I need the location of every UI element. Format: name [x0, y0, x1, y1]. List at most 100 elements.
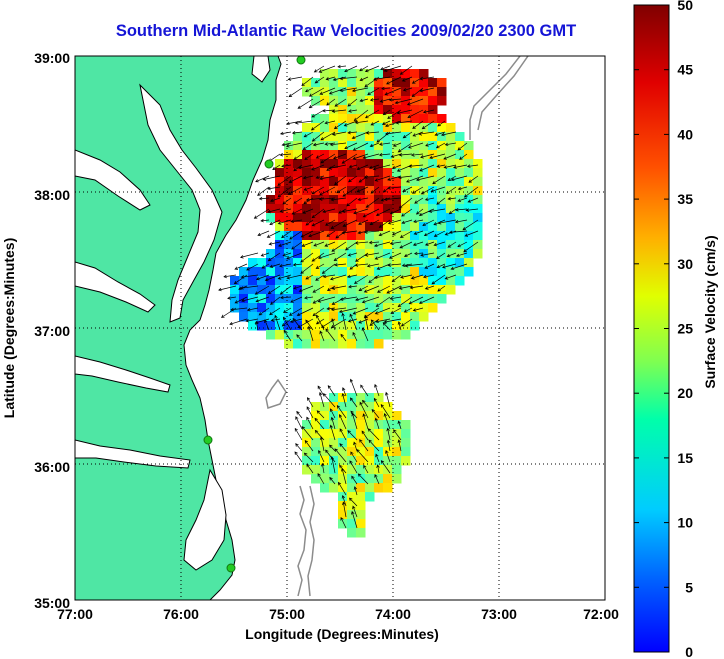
- current-vector: [306, 406, 314, 419]
- current-vector: [310, 120, 325, 131]
- current-vector: [378, 142, 391, 146]
- velocity-cell: [365, 96, 375, 106]
- velocity-cell: [473, 195, 483, 205]
- velocity-cell: [347, 492, 357, 502]
- current-vector: [349, 313, 358, 331]
- current-vector: [418, 296, 435, 305]
- current-vector: [311, 109, 325, 118]
- velocity-cell: [428, 159, 438, 169]
- current-vector: [329, 142, 347, 147]
- velocity-cell: [320, 285, 330, 295]
- velocity-cell: [410, 285, 420, 295]
- velocity-cell: [311, 294, 321, 304]
- velocity-cell: [338, 204, 348, 214]
- velocity-cell: [302, 303, 312, 313]
- current-vector: [314, 417, 325, 430]
- current-vector: [331, 285, 347, 290]
- velocity-cell: [320, 339, 330, 349]
- velocity-cell: [347, 510, 357, 520]
- velocity-cell: [338, 69, 348, 79]
- current-vector: [264, 274, 281, 282]
- velocity-cell: [419, 312, 429, 322]
- velocity-cell: [464, 231, 474, 241]
- current-vector: [388, 98, 402, 102]
- velocity-cell: [455, 222, 465, 232]
- current-vector: [340, 516, 347, 529]
- current-vector: [311, 208, 325, 219]
- current-vector: [260, 252, 270, 257]
- velocity-cell: [293, 177, 303, 187]
- velocity-cell: [419, 240, 429, 250]
- current-vector: [376, 285, 391, 293]
- velocity-cell: [446, 285, 456, 295]
- velocity-cell: [383, 429, 393, 439]
- current-vector: [384, 87, 402, 96]
- current-vector: [286, 274, 303, 280]
- velocity-cell: [275, 276, 285, 286]
- current-vector: [411, 87, 424, 98]
- velocity-cell: [356, 483, 366, 493]
- current-vector: [296, 307, 314, 317]
- velocity-cell: [428, 249, 438, 259]
- current-vector: [329, 476, 336, 485]
- velocity-cell: [464, 141, 474, 151]
- current-vector: [327, 385, 336, 397]
- velocity-cell: [383, 141, 393, 151]
- velocity-cell: [437, 186, 447, 196]
- current-vector: [339, 296, 358, 301]
- velocity-cell: [383, 267, 393, 277]
- velocity-cell: [329, 294, 339, 304]
- velocity-cell: [419, 132, 429, 142]
- velocity-cell: [266, 249, 276, 259]
- velocity-cell: [302, 276, 312, 286]
- current-vector: [387, 186, 402, 190]
- current-vector: [365, 131, 380, 135]
- velocity-cell: [248, 258, 258, 268]
- current-vector: [240, 274, 259, 279]
- velocity-cell: [266, 312, 276, 322]
- current-vector: [279, 263, 292, 268]
- velocity-cell: [455, 240, 465, 250]
- current-vector: [282, 307, 292, 313]
- velocity-cell: [365, 420, 375, 430]
- current-vector: [363, 230, 380, 234]
- velocity-cell: [293, 258, 303, 268]
- current-vector: [358, 219, 369, 225]
- velocity-cell: [230, 294, 240, 304]
- current-vector: [356, 164, 369, 171]
- velocity-cell: [374, 150, 384, 160]
- velocity-cell: [365, 249, 375, 259]
- velocity-cell: [356, 267, 366, 277]
- current-vector: [368, 164, 380, 170]
- velocity-cell: [248, 267, 258, 277]
- velocity-cell: [419, 294, 429, 304]
- current-vector: [353, 274, 369, 284]
- current-vector: [315, 274, 325, 281]
- velocity-cell: [401, 114, 411, 124]
- current-vector: [312, 285, 325, 293]
- velocity-cell: [365, 231, 375, 241]
- x-tick-label: 75:00: [269, 606, 305, 622]
- current-vector: [453, 164, 468, 169]
- current-vector: [375, 208, 391, 217]
- current-vector: [364, 76, 380, 88]
- velocity-cell: [311, 123, 321, 133]
- velocity-cell: [383, 276, 393, 286]
- current-vector: [319, 87, 336, 95]
- current-vector: [420, 153, 435, 159]
- velocity-cell: [374, 132, 384, 142]
- velocity-cell: [356, 222, 366, 232]
- current-vector: [298, 285, 314, 293]
- current-vector: [397, 439, 402, 452]
- velocity-cell: [365, 195, 375, 205]
- velocity-cell: [311, 168, 321, 178]
- current-vector: [422, 109, 435, 114]
- velocity-cell: [473, 213, 483, 223]
- current-vector: [374, 383, 380, 397]
- velocity-cell: [365, 312, 375, 322]
- velocity-cell: [311, 474, 321, 484]
- velocity-cell: [374, 330, 384, 340]
- velocity-cell: [446, 177, 456, 187]
- current-vector: [391, 230, 402, 236]
